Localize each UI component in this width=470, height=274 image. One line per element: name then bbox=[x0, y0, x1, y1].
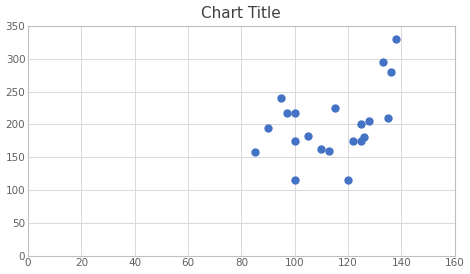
Point bbox=[360, 135, 368, 140]
Point bbox=[384, 116, 392, 120]
Point bbox=[251, 150, 258, 154]
Point bbox=[326, 149, 333, 153]
Point bbox=[358, 139, 365, 143]
Point bbox=[264, 125, 272, 130]
Point bbox=[331, 106, 338, 110]
Point bbox=[358, 122, 365, 127]
Point bbox=[379, 60, 386, 64]
Point bbox=[344, 178, 352, 182]
Point bbox=[304, 133, 312, 138]
Title: Chart Title: Chart Title bbox=[202, 5, 281, 21]
Point bbox=[283, 110, 290, 115]
Point bbox=[278, 96, 285, 100]
Point bbox=[350, 139, 357, 143]
Point bbox=[387, 70, 394, 74]
Point bbox=[366, 119, 373, 123]
Point bbox=[291, 111, 298, 115]
Point bbox=[291, 178, 298, 182]
Point bbox=[392, 37, 399, 41]
Point bbox=[291, 139, 298, 143]
Point bbox=[318, 147, 325, 152]
